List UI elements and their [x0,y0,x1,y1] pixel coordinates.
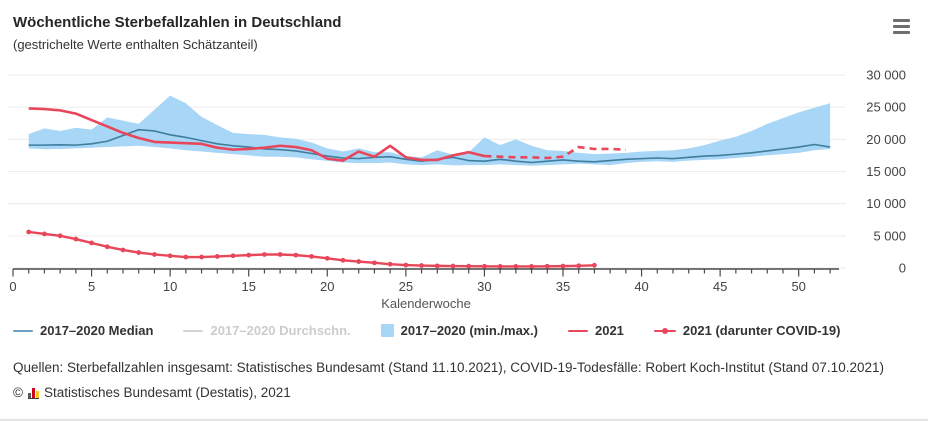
svg-text:15: 15 [241,279,255,294]
copyright-symbol: © [13,385,23,400]
chart-title: Wöchentliche Sterbefallzahlen in Deutsch… [13,14,342,31]
legend: 2017–2020 Median 2017–2020 Durchschn. 2017… [13,323,928,338]
svg-text:5: 5 [88,279,95,294]
legend-item-0[interactable]: 2017–2020 Median [13,323,153,338]
legend-swatch-icon [653,327,676,334]
legend-label: 2021 [594,323,624,338]
y-axis-labels: 0 5 000 10 000 15 000 20 000 25 000 30 000 [866,68,906,276]
svg-text:30: 30 [477,279,491,294]
x-axis-title: Kalenderwoche [381,296,471,311]
svg-text:5 000: 5 000 [873,228,906,243]
svg-text:40: 40 [634,279,648,294]
line-covid [26,229,597,269]
chart-plot: 0 5 000 10 000 15 000 20 000 25 000 30 000 0 5 10… [8,68,906,311]
svg-text:15 000: 15 000 [866,164,906,179]
svg-text:45: 45 [713,279,727,294]
legend-swatch-icon [183,329,204,332]
svg-text:35: 35 [556,279,570,294]
destatis-logo-icon [27,387,39,399]
legend-swatch-icon [567,329,588,332]
copyright-line: © Statistisches Bundesamt (Destatis), 20… [13,385,928,400]
legend-item-1[interactable]: 2017–2020 Durchschn. [183,323,351,338]
legend-swatch-icon [13,329,33,332]
legend-label: 2017–2020 Durchschn. [210,323,351,338]
gridlines [8,74,846,269]
sources-text: Quellen: Sterbefallzahlen insgesamt: Sta… [13,360,884,375]
line-2021-solid [28,107,485,162]
copyright-text: Statistisches Bundesamt (Destatis), 2021 [43,385,291,400]
menu-button[interactable] [891,16,915,36]
chart-header: Wöchentliche Sterbefallzahlen in Deutsch… [0,0,928,53]
legend-item-2[interactable]: 2017–2020 (min./max.) [380,323,538,338]
hamburger-icon [893,18,910,22]
line-2021-dashed [484,145,626,160]
svg-text:50: 50 [791,279,805,294]
legend-swatch-icon [380,324,394,337]
svg-text:10: 10 [163,279,177,294]
svg-text:20 000: 20 000 [866,132,906,147]
x-axis: 0 5 10 15 20 25 30 35 40 45 50 [9,268,839,294]
legend-label: 2021 (darunter COVID-19) [682,323,841,338]
legend-item-4[interactable]: 2021 (darunter COVID-19) [653,323,841,338]
svg-text:20: 20 [320,279,334,294]
svg-text:25 000: 25 000 [866,100,906,115]
svg-text:10 000: 10 000 [866,196,906,211]
svg-text:25: 25 [399,279,413,294]
svg-text:0: 0 [899,261,906,276]
chart-subtitle: (gestrichelte Werte enthalten Schätzante… [13,37,258,52]
legend-item-3[interactable]: 2021 [567,323,624,338]
legend-label: 2017–2020 (min./max.) [400,323,538,338]
svg-text:0: 0 [9,279,16,294]
svg-text:30 000: 30 000 [866,68,906,83]
legend-label: 2017–2020 Median [40,323,154,338]
